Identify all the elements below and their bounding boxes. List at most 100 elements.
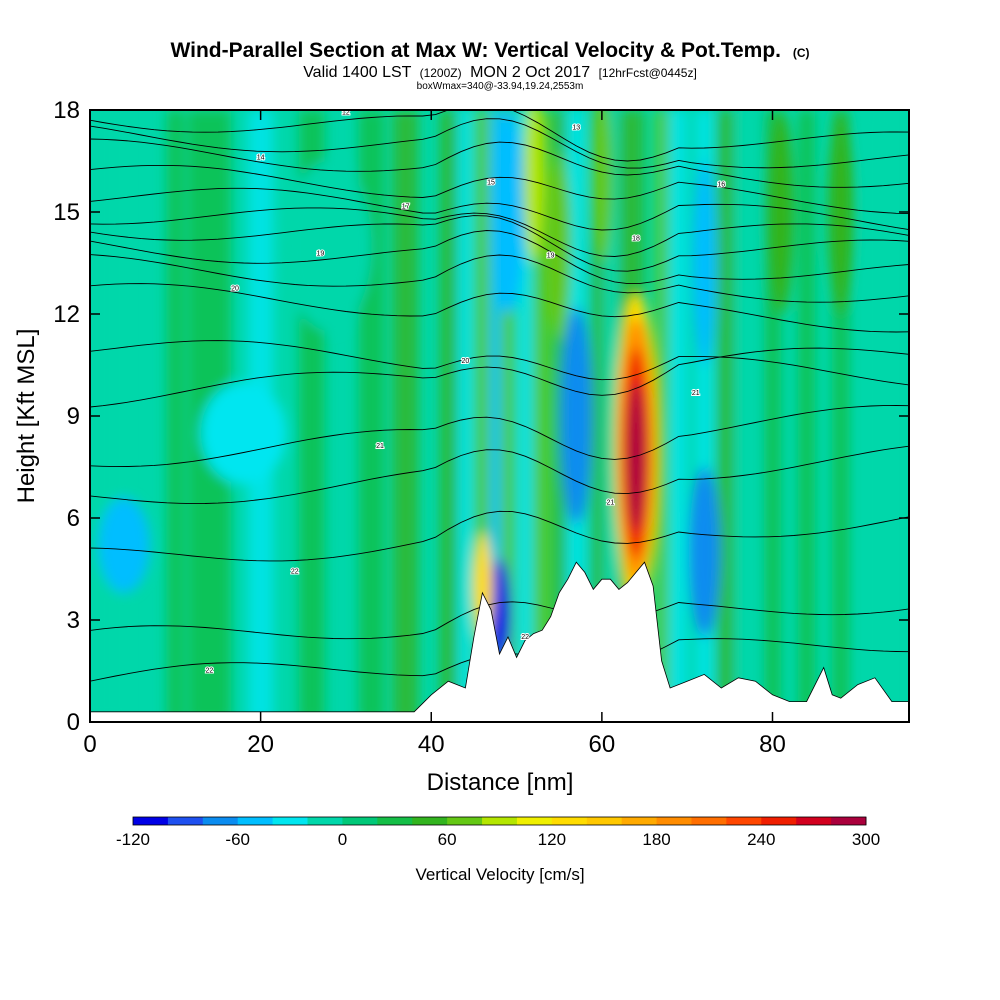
y-tick-label: 6 (67, 505, 80, 532)
y-tick-label: 12 (53, 301, 80, 328)
copyright-mark: (C) (793, 46, 810, 60)
velocity-cell (768, 110, 794, 314)
isentrope-label: 13 (572, 125, 580, 132)
velocity-cell (523, 110, 544, 263)
velocity-cell (98, 497, 150, 593)
x-axis-label: Distance [nm] (427, 769, 574, 796)
svg-text:Wind-Parallel Section at Max W: Wind-Parallel Section at Max W: Vertical… (170, 39, 809, 62)
isentrope-line (90, 445, 909, 505)
velocity-cell (547, 150, 572, 342)
isentrope-label: 21 (376, 443, 384, 450)
velocity-band (717, 110, 735, 722)
titles: Wind-Parallel Section at Max W: Vertical… (170, 39, 809, 92)
colorbar-swatch (272, 817, 309, 825)
isentrope-line (90, 510, 909, 562)
isentrope-line (90, 138, 909, 188)
y-tick-label: 15 (53, 199, 80, 226)
colorbar-swatch (726, 817, 762, 825)
velocity-field (90, 110, 886, 722)
velocity-band (798, 110, 816, 722)
isentrope-label: 19 (316, 250, 324, 257)
colorbar-swatch (307, 817, 343, 825)
colorbar-swatch (447, 817, 483, 825)
velocity-cell (490, 110, 526, 314)
isentrope-line (90, 164, 909, 215)
subtitle-date: MON 2 Oct 2017 (470, 64, 590, 81)
colorbar-tick-label: 240 (747, 830, 775, 849)
x-tick-label: 0 (83, 731, 96, 758)
colorbar-tick-label: 180 (642, 830, 670, 849)
chart-title: Wind-Parallel Section at Max W: Vertical… (170, 39, 781, 62)
isentrope-labels: 22 22 22 21 21 21 20 20 19 19 18 17 16 15 14 13 12 (205, 109, 727, 675)
isentrope-line (90, 118, 909, 169)
subtitle-boxwmax: boxWmax=340@-33.94,19.24,2553m (417, 81, 584, 92)
velocity-band (736, 110, 758, 722)
terrain (90, 561, 909, 722)
isentrope-line (90, 215, 909, 272)
velocity-band (439, 110, 457, 722)
velocity-cell (591, 110, 613, 263)
colorbar-tick-label: 0 (338, 830, 347, 849)
velocity-cell (626, 382, 646, 532)
colorbar-tick-label: 120 (538, 830, 566, 849)
isentrope-label: 20 (461, 358, 469, 365)
svg-text:Valid 1400 LST (1200Z): Valid 1400 LST (1200Z) MON 2 Oct 2017 [1… (303, 64, 697, 81)
x-tick-label: 20 (247, 731, 274, 758)
isentrope-label: 12 (342, 109, 350, 116)
y-tick-label: 0 (67, 709, 80, 736)
colorbar-swatch (691, 817, 727, 825)
colorbar-frame (132, 816, 867, 826)
colorbar-swatch (133, 817, 169, 825)
colorbar-tick-label: 300 (852, 830, 880, 849)
colorbar: -120 -60 0 60 120 180 240 300 (116, 816, 880, 849)
colorbar-swatch (482, 817, 518, 825)
isentrope-label: 21 (607, 500, 615, 507)
isentrope-line (90, 110, 909, 162)
colorbar-swatch (412, 817, 448, 825)
isentrope-line (90, 187, 909, 231)
velocity-band (459, 110, 472, 722)
isentrope-label: 20 (231, 286, 239, 293)
colorbar-swatch (621, 817, 658, 825)
colorbar-swatch (551, 817, 588, 825)
x-tick-label: 80 (759, 731, 786, 758)
x-tick-label: 40 (418, 731, 445, 758)
isentrope-label: 21 (692, 390, 700, 397)
colorbar-label: Vertical Velocity [cm/s] (415, 865, 584, 884)
isentrope-label: 16 (717, 181, 725, 188)
colorbar-swatch (237, 817, 274, 825)
isentrope-label: 22 (206, 667, 214, 674)
isentrope-label: 22 (521, 634, 529, 641)
plot-area: 22 22 22 21 21 21 20 20 19 19 18 17 16 15 14 13 12 (90, 109, 909, 722)
axes: 0 20 40 60 80 0 3 6 9 12 15 18 (53, 97, 909, 758)
velocity-cell (286, 161, 372, 331)
colorbar-swatch (586, 817, 623, 825)
isentropes (90, 110, 909, 682)
isentrope-line (90, 347, 909, 408)
velocity-band (864, 110, 886, 722)
colorbar-swatch (516, 817, 553, 825)
colorbar-swatch (831, 817, 867, 825)
isentrope-label: 18 (632, 235, 640, 242)
isentrope-line (90, 230, 909, 285)
y-tick-label: 3 (67, 607, 80, 634)
isentrope-line (90, 283, 909, 333)
isentrope-line (90, 254, 909, 303)
velocity-cell (827, 110, 854, 314)
colorbar-tick-label: -120 (116, 830, 150, 849)
isentrope-label: 19 (547, 253, 555, 260)
y-tick-label: 9 (67, 403, 80, 430)
colorbar-swatch (761, 817, 797, 825)
x-tick-label: 60 (589, 731, 616, 758)
velocity-cell (560, 307, 592, 525)
isentrope-line (90, 340, 909, 386)
isentrope-line (90, 207, 909, 257)
velocity-cell (692, 161, 717, 365)
colorbar-tick-label: -60 (225, 830, 250, 849)
isentrope-line (90, 601, 909, 640)
velocity-band (591, 110, 605, 722)
velocity-band (655, 110, 668, 722)
isentrope-label: 22 (291, 569, 299, 576)
velocity-cell (688, 467, 720, 637)
